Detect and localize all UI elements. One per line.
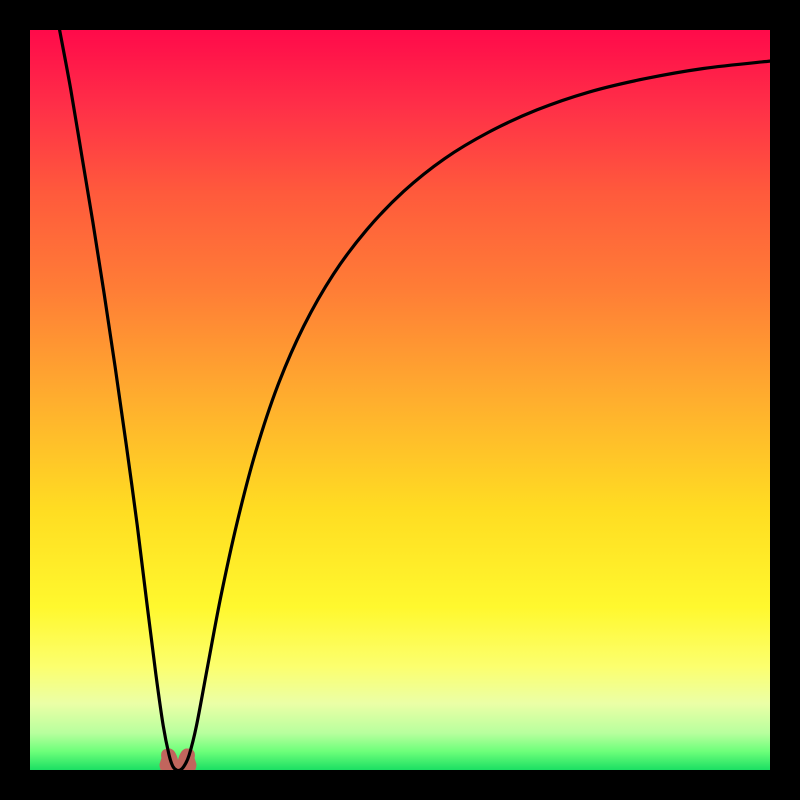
bottleneck-chart: [0, 0, 800, 800]
chart-gradient-background: [30, 30, 770, 770]
chart-container: TheBottleneck.com: [0, 0, 800, 800]
